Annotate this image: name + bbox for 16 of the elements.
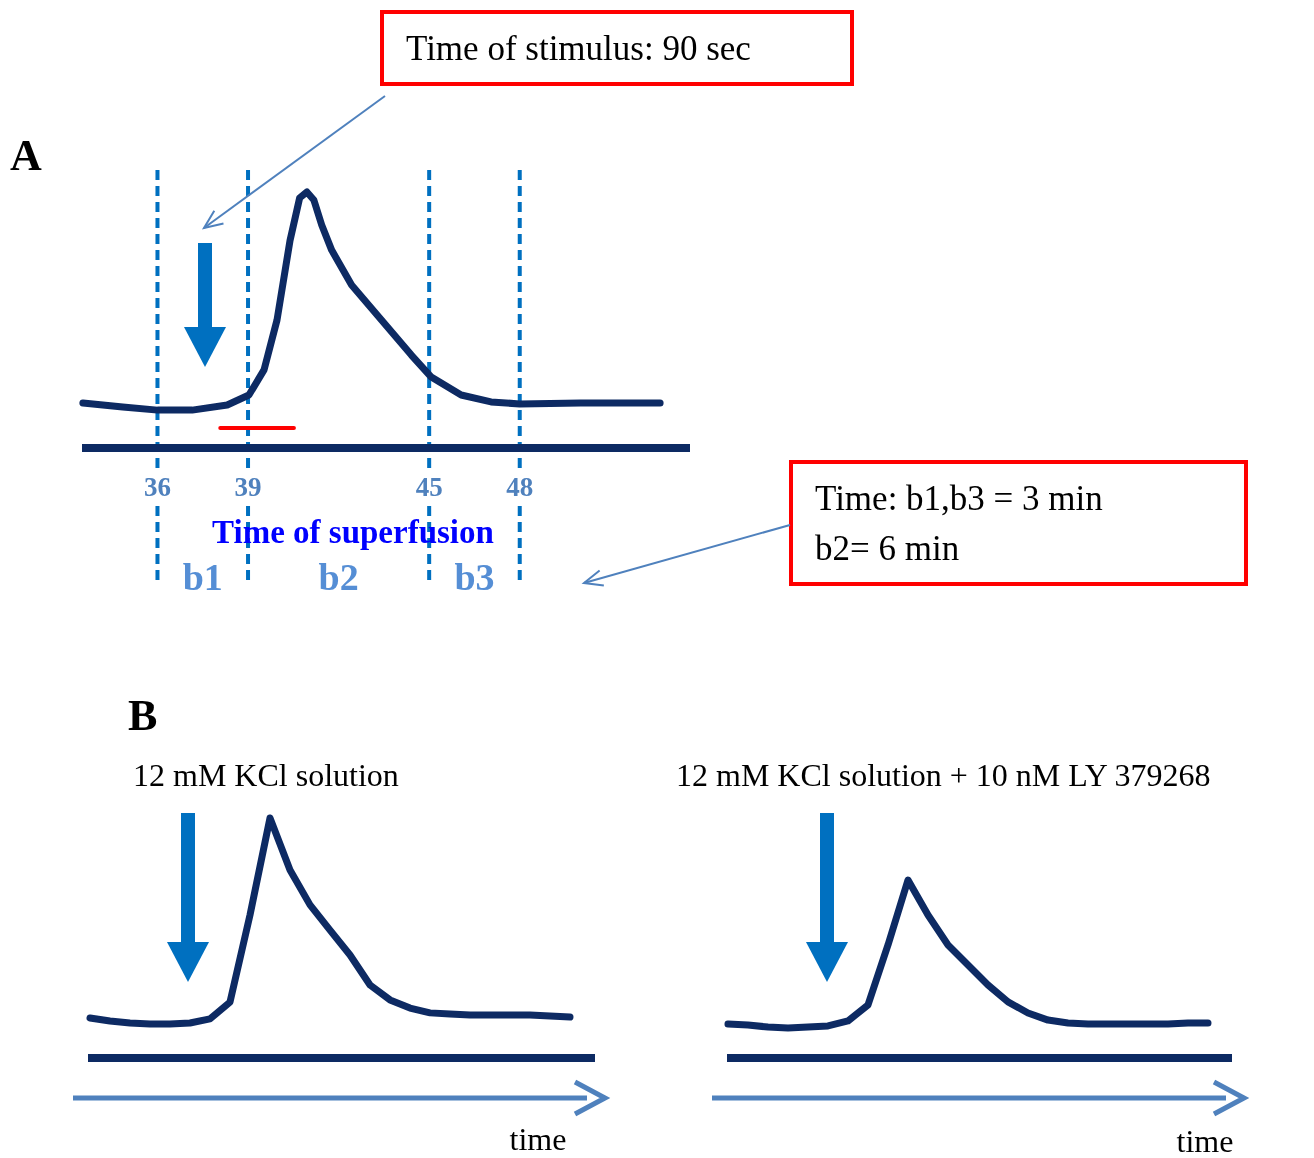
x-axis-title: time [1176, 1123, 1234, 1158]
text: b2 [318, 556, 359, 598]
x-axis-title: time [509, 1121, 567, 1157]
x-axis-title: Time of superfusion [212, 514, 494, 550]
text: Time of stimulus: 90 sec [406, 29, 751, 68]
text: Time: b1,b3 = 3 min b2= 6 min [815, 479, 1103, 568]
x-tick-label: 45 [415, 472, 443, 502]
text: b1 [182, 556, 223, 598]
chart-subtitle: 12 mM KCl solution [133, 757, 399, 793]
x-tick-label: 39 [234, 472, 262, 502]
x-tick-label: 36 [143, 472, 171, 502]
chart-subtitle: 12 mM KCl solution + 10 nM LY 379268 [676, 757, 1211, 793]
chart-title: A [10, 131, 42, 180]
x-tick-label: 48 [506, 472, 534, 502]
text: b3 [454, 556, 495, 598]
chart-title: B [128, 691, 158, 740]
